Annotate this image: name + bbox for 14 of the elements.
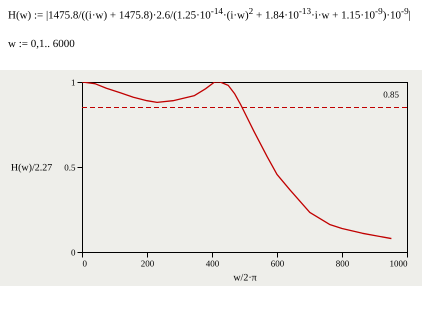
- x-tick-label: 1000: [390, 258, 408, 268]
- x-tick-label: 0: [82, 258, 88, 268]
- x-tick-label: 600: [270, 258, 285, 268]
- y-axis-title: H(w)/2.27: [10, 162, 52, 174]
- x-axis-title: w/2·π: [233, 272, 257, 284]
- y-tick-label: 0: [71, 247, 76, 258]
- x-tick-label: 400: [206, 258, 220, 268]
- text: w := 0,1.. 6000: [8, 38, 76, 50]
- ref-line-label: 0.85: [383, 89, 400, 100]
- text: H(w) := |1475.8/((i·w) + 1475.8)·2.6/(1.25·10$^{-14}$·(i·w)$^{2}$ + 1.84·10$^{-13}$·i·w + 1.15·10$^{-9}$)·10$^{-9}$|: [8, 6, 411, 22]
- y-tick-label: 0.5: [64, 162, 76, 172]
- x-tick-label: 800: [336, 258, 350, 268]
- x-tick-label: 200: [140, 258, 155, 268]
- y-tick-label: 1: [71, 77, 76, 88]
